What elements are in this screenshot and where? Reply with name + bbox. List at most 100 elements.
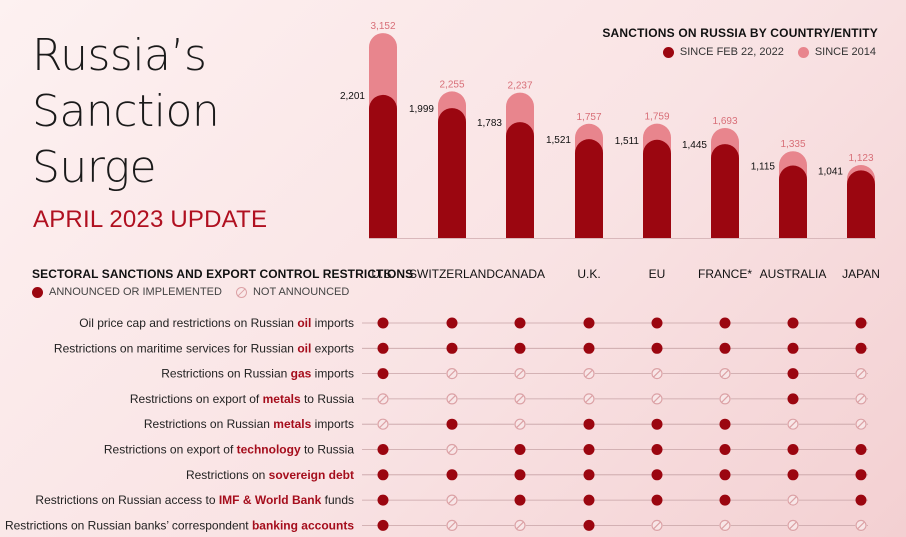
data-label-since-2014: 1,335 xyxy=(780,139,805,150)
restriction-text: funds xyxy=(321,493,354,507)
data-label-since-2022: 2,201 xyxy=(340,91,365,102)
restriction-text: Oil price cap and restrictions on Russia… xyxy=(79,316,297,330)
legend-swatch-2022 xyxy=(662,46,674,58)
legend-item-2014: SINCE 2014 xyxy=(797,46,876,58)
announced-icon xyxy=(719,418,731,430)
not-announced-icon xyxy=(446,494,458,506)
not-announced-slash xyxy=(448,496,456,505)
announced-icon xyxy=(651,469,663,481)
restriction-label: Restrictions on Russian gas imports xyxy=(161,367,354,381)
restriction-label: Restrictions on Russian banks’ correspon… xyxy=(5,518,354,532)
announced-icon xyxy=(583,494,595,506)
restriction-text: Restrictions on Russian xyxy=(144,417,273,431)
restriction-label: Restrictions on export of metals to Russ… xyxy=(130,392,354,406)
bar-since-2022 xyxy=(779,165,807,238)
not-announced-icon xyxy=(235,286,247,298)
restriction-text: Restrictions on xyxy=(186,468,269,482)
announced-icon xyxy=(787,368,799,380)
data-label-since-2022: 1,511 xyxy=(615,136,640,147)
status-legend-not-announced-label: NOT ANNOUNCED xyxy=(252,286,350,298)
announced-icon xyxy=(446,317,458,329)
not-announced-slash xyxy=(516,420,524,429)
announced-icon xyxy=(377,469,389,481)
not-announced-slash xyxy=(653,521,661,530)
announced-icon xyxy=(787,342,799,354)
not-announced-icon xyxy=(377,418,389,430)
not-announced-slash xyxy=(585,369,593,378)
country-label: CANADA xyxy=(495,267,545,281)
not-announced-icon xyxy=(583,368,595,380)
restriction-highlight: oil xyxy=(297,316,311,330)
announced-icon xyxy=(787,393,799,405)
announced-icon xyxy=(377,519,389,531)
not-announced-icon xyxy=(855,418,867,430)
data-label-since-2014: 2,255 xyxy=(439,79,464,90)
announced-icon xyxy=(514,317,526,329)
not-announced-slash xyxy=(516,394,524,403)
restriction-text: Restrictions on export of xyxy=(104,443,237,457)
announced-icon xyxy=(855,494,867,506)
status-legend-announced: ANNOUNCED OR IMPLEMENTED xyxy=(32,286,222,298)
not-announced-slash xyxy=(585,394,593,403)
not-announced-icon xyxy=(446,443,458,456)
not-announced-slash xyxy=(653,369,661,378)
announced-icon xyxy=(583,444,595,455)
bar-since-2022 xyxy=(438,108,466,239)
not-announced-icon xyxy=(719,393,731,405)
restriction-label: Restrictions on sovereign debt xyxy=(186,468,354,482)
data-label-since-2014: 1,123 xyxy=(848,153,873,164)
announced-icon xyxy=(787,317,799,329)
not-announced-icon xyxy=(446,393,458,405)
bar-since-2022 xyxy=(575,139,603,238)
not-announced-slash xyxy=(448,369,456,378)
announced-icon xyxy=(787,469,799,481)
data-label-since-2014: 1,759 xyxy=(644,112,669,123)
not-announced-icon xyxy=(719,519,731,532)
announced-icon xyxy=(583,519,595,531)
announced-icon xyxy=(651,418,663,430)
not-announced-icon xyxy=(787,418,799,430)
restriction-highlight: oil xyxy=(297,341,311,355)
bar-since-2022 xyxy=(711,144,739,238)
status-legend-announced-label: ANNOUNCED OR IMPLEMENTED xyxy=(49,286,222,298)
data-label-since-2022: 1,445 xyxy=(682,140,707,151)
announced-icon xyxy=(583,469,595,481)
data-label-since-2022: 1,115 xyxy=(751,162,776,173)
country-label: EU xyxy=(649,267,666,281)
not-announced-icon xyxy=(651,393,663,405)
not-announced-slash xyxy=(857,369,865,378)
not-announced-slash xyxy=(653,394,661,403)
not-announced-icon xyxy=(651,368,663,380)
announced-icon xyxy=(377,444,389,455)
restriction-text: to Russia xyxy=(301,443,355,457)
not-announced-icon xyxy=(855,368,867,380)
announced-icon xyxy=(583,317,595,329)
not-announced-slash xyxy=(789,521,797,530)
data-label-since-2014: 3,152 xyxy=(370,21,395,32)
data-label-since-2022: 1,521 xyxy=(546,135,571,146)
not-announced-icon xyxy=(446,368,458,380)
sectoral-title: SECTORAL SANCTIONS AND EXPORT CONTROL RE… xyxy=(32,267,414,281)
country-label: SWITZERLAND xyxy=(409,267,495,281)
not-announced-icon xyxy=(514,519,526,532)
announced-icon xyxy=(446,469,458,481)
announced-icon xyxy=(719,494,731,506)
legend-label-2014: SINCE 2014 xyxy=(814,46,876,58)
country-label: AUSTRALIA xyxy=(760,267,827,281)
not-announced-slash xyxy=(789,420,797,429)
restriction-text: Restrictions on Russian banks’ correspon… xyxy=(5,518,252,532)
country-label: JAPAN xyxy=(842,267,880,281)
announced-icon xyxy=(719,444,731,455)
restriction-text: to Russia xyxy=(301,392,355,406)
not-announced-icon xyxy=(514,368,526,380)
announced-icon xyxy=(583,418,595,430)
restriction-text: imports xyxy=(311,417,354,431)
not-announced-icon xyxy=(514,418,526,430)
data-label-since-2022: 1,999 xyxy=(409,104,434,115)
not-announced-icon xyxy=(787,494,799,506)
legend-label-2022: SINCE FEB 22, 2022 xyxy=(679,46,784,58)
announced-icon xyxy=(651,342,663,354)
restriction-highlight: gas xyxy=(291,367,312,381)
not-announced-slash xyxy=(379,394,387,403)
